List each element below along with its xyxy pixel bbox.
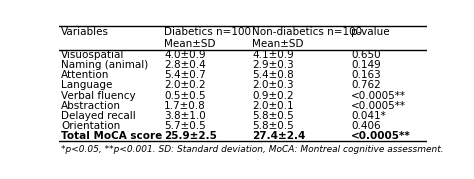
Text: 0.650: 0.650 bbox=[351, 50, 381, 60]
Text: Language: Language bbox=[61, 80, 112, 90]
Text: Diabetics n=100
Mean±SD: Diabetics n=100 Mean±SD bbox=[164, 27, 251, 49]
Text: 5.8±0.5: 5.8±0.5 bbox=[252, 121, 294, 131]
Text: Visuospatial: Visuospatial bbox=[61, 50, 125, 60]
Text: <0.0005**: <0.0005** bbox=[351, 101, 406, 111]
Text: 5.4±0.8: 5.4±0.8 bbox=[252, 70, 294, 80]
Text: Non-diabetics n=100
Mean±SD: Non-diabetics n=100 Mean±SD bbox=[252, 27, 362, 49]
Text: 2.8±0.4: 2.8±0.4 bbox=[164, 60, 206, 70]
Text: Attention: Attention bbox=[61, 70, 109, 80]
Text: 1.7±0.8: 1.7±0.8 bbox=[164, 101, 206, 111]
Text: Delayed recall: Delayed recall bbox=[61, 111, 136, 121]
Text: 5.8±0.5: 5.8±0.5 bbox=[252, 111, 294, 121]
Text: 0.041*: 0.041* bbox=[351, 111, 386, 121]
Text: 27.4±2.4: 27.4±2.4 bbox=[252, 131, 305, 141]
Text: 5.7±0.5: 5.7±0.5 bbox=[164, 121, 206, 131]
Text: Orientation: Orientation bbox=[61, 121, 120, 131]
Text: 0.5±0.5: 0.5±0.5 bbox=[164, 91, 206, 101]
Text: 0.149: 0.149 bbox=[351, 60, 381, 70]
Text: 2.0±0.2: 2.0±0.2 bbox=[164, 80, 206, 90]
Text: 5.4±0.7: 5.4±0.7 bbox=[164, 70, 206, 80]
Text: 2.0±0.3: 2.0±0.3 bbox=[252, 80, 294, 90]
Text: Abstraction: Abstraction bbox=[61, 101, 121, 111]
Text: Variables: Variables bbox=[61, 27, 109, 37]
Text: 4.1±0.9: 4.1±0.9 bbox=[252, 50, 294, 60]
Text: p-value: p-value bbox=[351, 27, 390, 37]
Text: *p<0.05, **p<0.001. SD: Standard deviation, MoCA: Montreal cognitive assessment.: *p<0.05, **p<0.001. SD: Standard deviati… bbox=[61, 145, 444, 154]
Text: <0.0005**: <0.0005** bbox=[351, 91, 406, 101]
Text: 0.406: 0.406 bbox=[351, 121, 381, 131]
Text: 0.9±0.2: 0.9±0.2 bbox=[252, 91, 294, 101]
Text: Naming (animal): Naming (animal) bbox=[61, 60, 148, 70]
Text: 2.0±0.1: 2.0±0.1 bbox=[252, 101, 294, 111]
Text: 0.163: 0.163 bbox=[351, 70, 381, 80]
Text: 25.9±2.5: 25.9±2.5 bbox=[164, 131, 217, 141]
Text: Total MoCA score: Total MoCA score bbox=[61, 131, 162, 141]
Text: 2.9±0.3: 2.9±0.3 bbox=[252, 60, 294, 70]
Text: 0.762: 0.762 bbox=[351, 80, 381, 90]
Text: Verbal fluency: Verbal fluency bbox=[61, 91, 136, 101]
Text: <0.0005**: <0.0005** bbox=[351, 131, 411, 141]
Text: 4.0±0.9: 4.0±0.9 bbox=[164, 50, 206, 60]
Text: 3.8±1.0: 3.8±1.0 bbox=[164, 111, 206, 121]
